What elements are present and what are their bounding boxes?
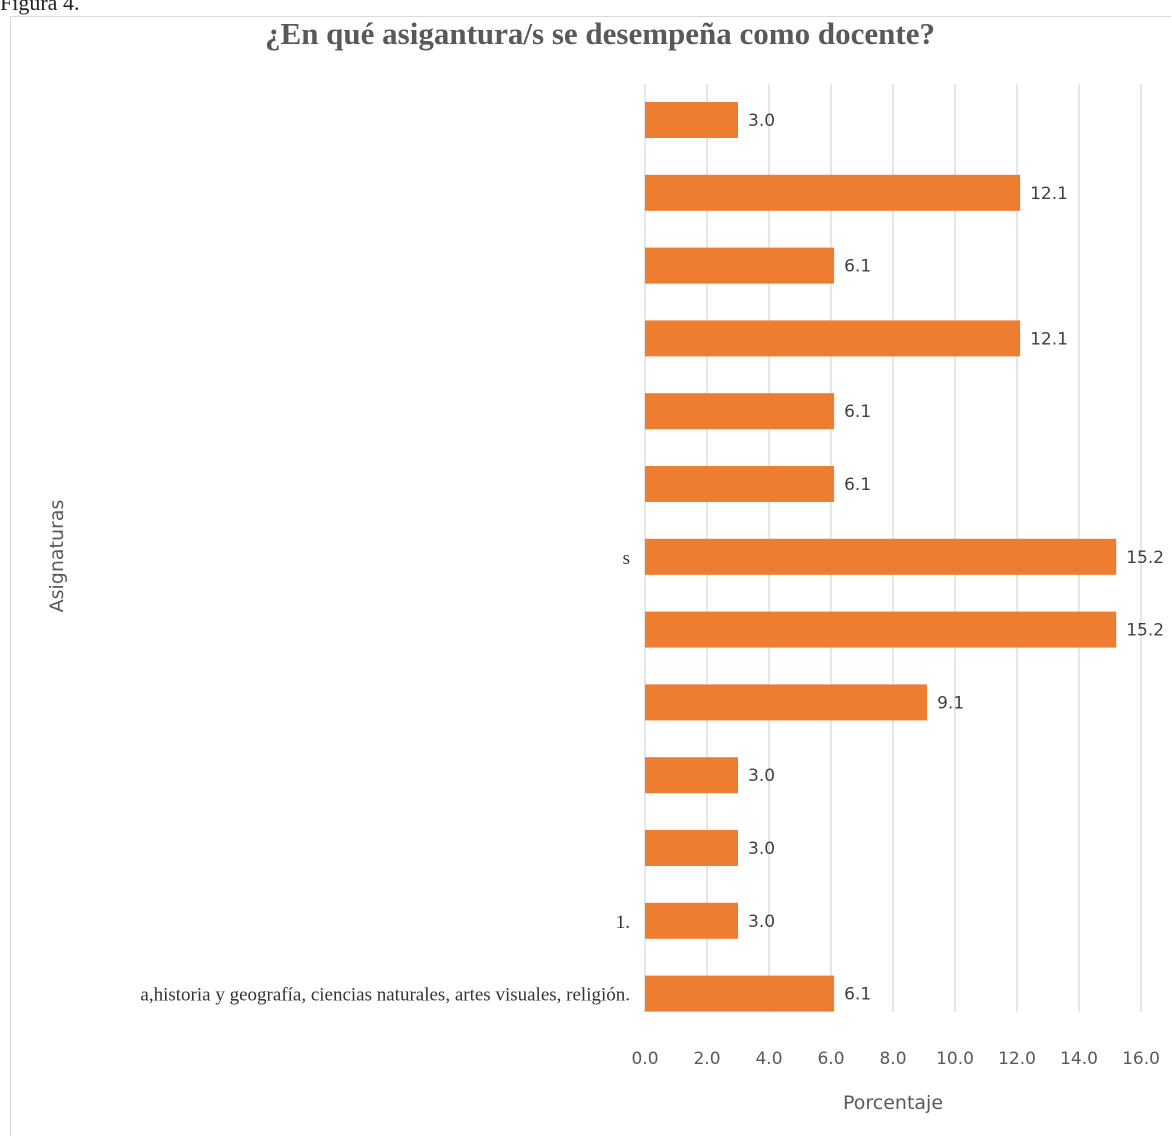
x-tick-label: 8.0 — [879, 1049, 906, 1069]
bar — [645, 102, 738, 138]
x-tick-label: 0.0 — [631, 1049, 658, 1069]
x-tick-label: 10.0 — [936, 1049, 974, 1069]
category-labels: s 1. a,historia y geografía, ciencias natu… — [140, 548, 630, 1006]
bars — [645, 102, 1117, 1012]
bar — [645, 538, 1117, 575]
bar — [645, 393, 835, 430]
data-label: 9.1 — [937, 693, 964, 713]
bar — [645, 611, 1117, 648]
data-label: 12.1 — [1030, 184, 1068, 204]
x-tick-label: 4.0 — [755, 1049, 782, 1069]
figure-caption: Figura 4. — [0, 0, 80, 15]
data-label: 3.0 — [748, 766, 775, 786]
data-label: 6.1 — [844, 402, 871, 422]
x-tick-label: 14.0 — [1060, 1049, 1098, 1069]
bar — [645, 466, 835, 502]
data-labels: 3.0 12.1 6.1 12.1 6.1 6.1 15.2 15.2 9.1 3.0 3.0 3.0… — [748, 111, 1164, 1005]
category-label: a,historia y geografía, ciencias natural… — [140, 985, 630, 1006]
x-tick-label: 16.0 — [1122, 1049, 1160, 1069]
bar — [645, 320, 1021, 357]
data-label: 3.0 — [748, 111, 775, 131]
bar — [645, 975, 835, 1012]
x-axis-title: Porcentaje — [842, 1092, 944, 1114]
bar — [645, 684, 928, 721]
x-tick-label: 2.0 — [693, 1049, 720, 1069]
category-label: s — [623, 548, 630, 569]
x-tick-labels: 0.0 2.0 4.0 6.0 8.0 10.0 12.0 14.0 16.0 — [631, 1049, 1159, 1069]
chart-title: ¿En qué asigantura/s se desempeña como d… — [265, 16, 935, 51]
x-tick-label: 6.0 — [817, 1049, 844, 1069]
x-tick-label: 12.0 — [998, 1049, 1036, 1069]
bar — [645, 757, 738, 794]
bar — [645, 902, 738, 939]
data-label: 3.0 — [748, 839, 775, 859]
data-label: 6.1 — [844, 257, 871, 277]
category-label: 1. — [616, 912, 630, 933]
data-label: 15.2 — [1126, 548, 1164, 568]
data-label: 3.0 — [748, 912, 775, 932]
data-label: 6.1 — [844, 985, 871, 1005]
chart-frame — [10, 16, 1171, 1136]
data-label: 6.1 — [844, 475, 871, 495]
bar — [645, 830, 738, 866]
bar — [645, 247, 835, 284]
bar — [645, 174, 1021, 211]
data-label: 12.1 — [1030, 329, 1068, 349]
data-label: 15.2 — [1126, 621, 1164, 641]
